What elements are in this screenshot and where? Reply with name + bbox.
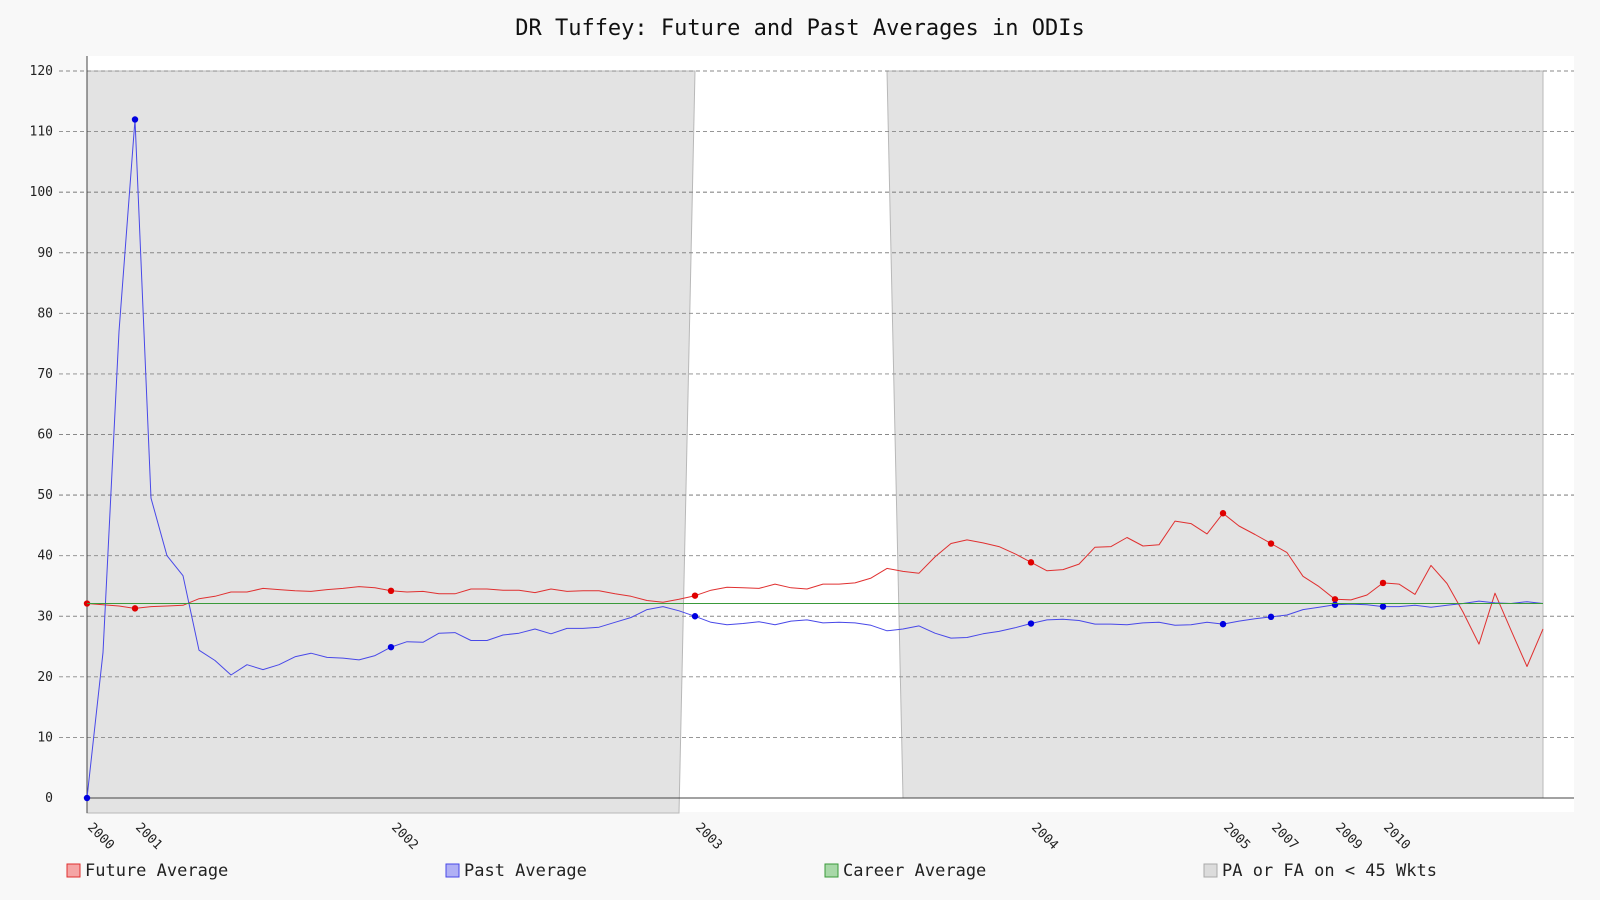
x-tick-label-2000: 2000: [84, 820, 117, 853]
marker-past-average-79: [1331, 601, 1339, 608]
marker-past-average-1: [83, 794, 91, 802]
shaded-region-1: [86, 70, 696, 814]
y-tick-label-20: 20: [37, 670, 53, 685]
marker-past-average-20: [387, 643, 395, 651]
y-tick-label-10: 10: [37, 730, 53, 745]
marker-future-average-79: [1331, 596, 1339, 603]
legend-swatch: [824, 863, 839, 878]
x-tick-label-2005: 2005: [1220, 820, 1253, 853]
marker-past-average-75: [1267, 613, 1275, 621]
x-tick-label-2003: 2003: [692, 820, 725, 853]
y-tick-label-30: 30: [37, 609, 53, 624]
series-line-future-average: [86, 512, 1544, 667]
marker-future-average-20: [387, 587, 395, 595]
chart-title: DR Tuffey: Future and Past Averages in O…: [515, 16, 1085, 41]
x-tick-label-2010: 2010: [1380, 820, 1413, 853]
y-tick-label-100: 100: [30, 185, 53, 200]
x-tick-label-2002: 2002: [388, 820, 421, 853]
marker-past-average-39: [691, 613, 699, 620]
marker-future-average-39: [691, 592, 699, 599]
y-tick-label-80: 80: [37, 306, 53, 321]
series: [83, 116, 1544, 802]
marker-future-average-72: [1219, 510, 1227, 517]
marker-past-average-82: [1379, 603, 1387, 610]
x-tick-label-2004: 2004: [1028, 820, 1061, 853]
marker-future-average-60: [1027, 559, 1035, 566]
marker-past-average-4: [131, 116, 139, 123]
x-tick-label-2001: 2001: [132, 820, 165, 853]
legend-label: Future Average: [85, 861, 228, 881]
marker-past-average-72: [1219, 620, 1227, 628]
y-tick-label-70: 70: [37, 367, 53, 382]
legend-swatch: [445, 863, 460, 878]
legend-label: Past Average: [464, 861, 587, 881]
y-tick-label-120: 120: [30, 64, 53, 79]
y-tick-label-40: 40: [37, 549, 53, 564]
marker-past-average-60: [1027, 620, 1035, 627]
legend-item-past-average: Past Average: [445, 861, 587, 881]
x-tick-label-2009: 2009: [1332, 820, 1365, 853]
x-tick-label-2007: 2007: [1268, 820, 1301, 853]
legend-label: Career Average: [843, 861, 986, 881]
y-tick-label-110: 110: [30, 125, 53, 140]
y-tick-label-0: 0: [45, 791, 53, 806]
legend: Future Average Past Average Career Average…: [66, 861, 1437, 881]
marker-future-average-82: [1379, 579, 1387, 587]
y-tick-label-60: 60: [37, 428, 53, 443]
y-tick-label-50: 50: [37, 488, 53, 503]
legend-swatch: [1203, 863, 1218, 878]
marker-future-average-75: [1267, 540, 1275, 547]
legend-swatch: [66, 863, 81, 878]
series-line-past-average: [86, 119, 1544, 799]
grid: 0 10 20 30 40 50 60 70 80 90 100 110 120: [30, 64, 1574, 806]
legend-item-career-average: Career Average: [824, 861, 986, 881]
legend-label: PA or FA on < 45 Wkts: [1222, 861, 1437, 881]
marker-future-average-4: [131, 605, 139, 612]
y-tick-label-90: 90: [37, 246, 53, 261]
legend-item-pa-or-fa-on-45-wkts: PA or FA on < 45 Wkts: [1203, 861, 1437, 881]
legend-item-future-average: Future Average: [66, 861, 228, 881]
